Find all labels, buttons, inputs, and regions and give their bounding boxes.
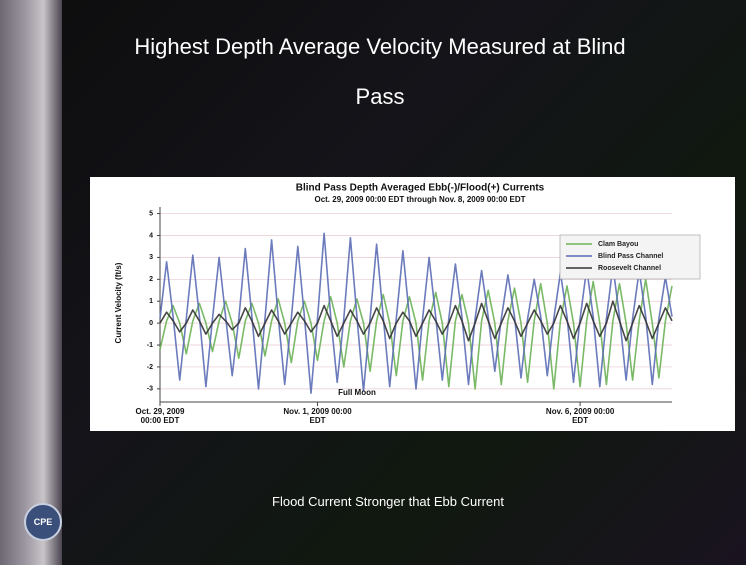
slide-title: Highest Depth Average Velocity Measured … — [134, 34, 626, 109]
y-tick-label: 1 — [149, 298, 153, 305]
annotation: Full Moon — [338, 388, 376, 397]
y-tick-label: 2 — [149, 276, 153, 283]
y-tick-label: 3 — [149, 254, 153, 261]
y-axis-label: Current Velocity (ft/s) — [114, 262, 123, 343]
y-tick-label: -2 — [147, 364, 153, 371]
legend-label: Blind Pass Channel — [598, 253, 663, 260]
x-tick-label: Nov. 1, 2009 00:00 EDT — [283, 407, 352, 425]
y-tick-label: 5 — [149, 210, 153, 217]
legend-label: Roosevelt Channel — [598, 265, 661, 272]
legend-label: Clam Bayou — [598, 241, 638, 248]
y-tick-label: -1 — [147, 342, 153, 349]
x-tick-label: Nov. 6, 2009 00:00 EDT — [545, 407, 615, 425]
logo: CPE — [24, 503, 62, 541]
y-tick-label: -3 — [147, 386, 153, 393]
y-tick-label: 0 — [149, 320, 153, 327]
y-tick-label: 4 — [149, 232, 153, 239]
series-line — [159, 300, 673, 342]
legend-box — [559, 234, 701, 280]
chart-subtitle: Oct. 29, 2009 00:00 EDT through Nov. 8, … — [314, 195, 525, 204]
aerial-photo — [0, 0, 62, 565]
chart-title: Blind Pass Depth Averaged Ebb(-)/Flood(+… — [296, 183, 545, 194]
x-tick-label: Oct. 29, 2009 00:00 EDT — [135, 407, 185, 425]
series-line — [159, 278, 673, 390]
slide-caption: Flood Current Stronger that Ebb Current — [272, 494, 504, 509]
